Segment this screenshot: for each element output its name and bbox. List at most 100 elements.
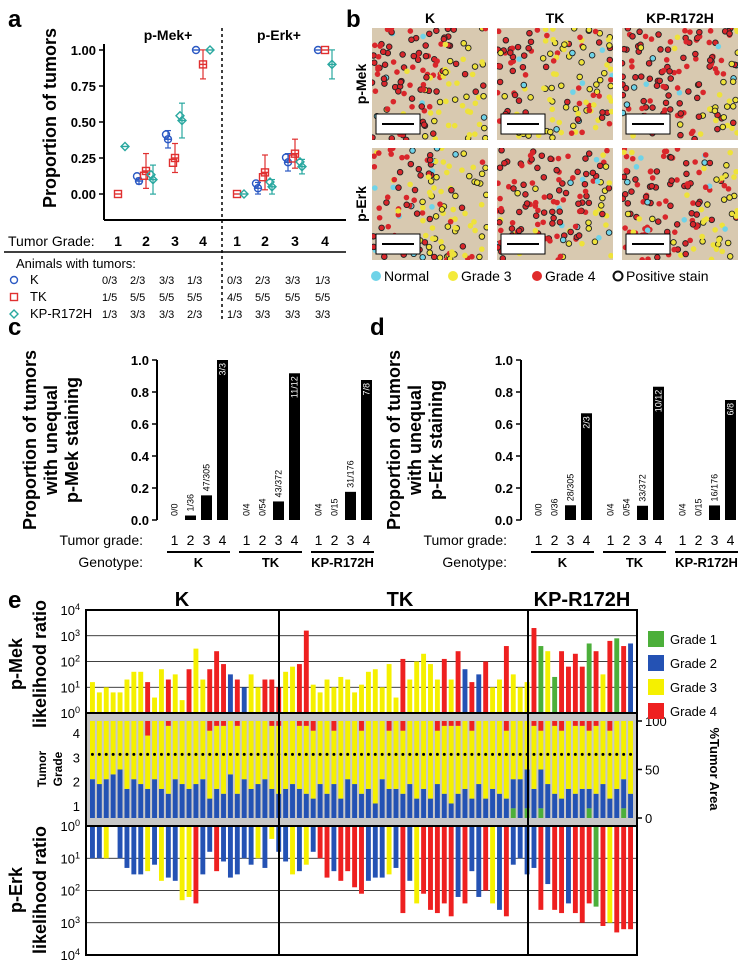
e-erk-bar: [317, 826, 323, 859]
e-mek-bar: [365, 671, 371, 713]
b-cell: [570, 28, 578, 32]
e-grade-dot: [97, 752, 101, 756]
b-cell: [438, 188, 444, 195]
e-mek-bar: [124, 679, 130, 713]
e-mek-bar: [586, 643, 592, 713]
e-erk-bar: [296, 826, 302, 872]
e-grade-stack: [290, 721, 295, 785]
b-cell: [434, 58, 440, 64]
b-cell: [407, 160, 415, 168]
a-count: 1/5: [102, 292, 117, 304]
e-erk-bar: [193, 826, 199, 904]
e-grade-dot: [284, 752, 288, 756]
e-grade-stack: [117, 721, 123, 770]
b-cell: [480, 114, 488, 121]
e-grade-stack: [586, 730, 592, 789]
e-grade-stack: [193, 784, 199, 818]
b-cell: [683, 63, 690, 70]
b-cell: [577, 34, 583, 41]
e-grade-stack: [359, 721, 364, 731]
b-cell: [695, 113, 703, 120]
e-grade-dot: [504, 752, 508, 756]
b-cell: [596, 234, 602, 241]
e-erk-bar: [221, 826, 226, 862]
d-grade-tick: 1: [607, 532, 615, 548]
b-cell: [379, 48, 387, 56]
e-grade-stack: [559, 730, 565, 799]
e-grade-stack: [234, 721, 240, 726]
e-erk-bar: [414, 826, 420, 904]
e-grade-stack: [503, 798, 509, 818]
e-legend-Grade 4: Grade 4: [670, 704, 717, 719]
e-grade-stack: [545, 721, 551, 785]
b-cell: [595, 39, 603, 46]
b-cell: [472, 100, 479, 107]
b-cell: [442, 41, 449, 48]
b-cell: [372, 52, 377, 59]
a-point-K: [134, 176, 144, 186]
b-cell: [673, 221, 681, 228]
e-grade-stack: [572, 725, 578, 794]
a-tumor-grade-label: Tumor Grade:: [8, 233, 95, 249]
e-grade-dot: [242, 752, 246, 756]
e-grade-stack: [545, 784, 551, 818]
e-erk-bar: [476, 826, 482, 897]
a-ytick-label: 0.00: [71, 187, 96, 202]
e-grade-stack: [138, 784, 144, 818]
e-erk-bar: [621, 826, 627, 930]
c-grade-tick: 1: [171, 532, 179, 548]
b-cell: [443, 169, 450, 176]
b-cell: [682, 28, 688, 34]
b-cell: [606, 180, 613, 186]
b-cell: [480, 82, 487, 89]
b-cell: [695, 81, 703, 88]
b-cell: [578, 208, 584, 214]
b-cell: [660, 153, 667, 160]
b-cell: [482, 28, 488, 32]
e-grade-dot: [201, 752, 205, 756]
b-cell: [649, 215, 656, 223]
panel-label-e: e: [8, 587, 21, 614]
e-erk-bar: [379, 826, 385, 878]
b-cell: [667, 154, 675, 161]
e-grade-stack: [386, 788, 392, 818]
e-grade-dot: [139, 752, 143, 756]
b-cell: [461, 70, 469, 78]
e-mek-bar: [290, 666, 295, 713]
b-cell: [700, 89, 706, 96]
b-cell: [497, 164, 504, 171]
b-cell: [624, 200, 632, 207]
c-bar: [185, 515, 196, 520]
b-cell: [542, 63, 550, 71]
e-mek-bar: [193, 648, 199, 713]
b-cell: [729, 78, 737, 86]
b-cell: [404, 154, 410, 160]
b-micrograph-1-0: [497, 28, 613, 140]
b-cell: [696, 28, 703, 36]
b-cell: [498, 148, 505, 154]
e-legend-swatch: [648, 655, 664, 671]
e-grade-stack: [531, 788, 537, 818]
e-grade-stack: [503, 730, 509, 799]
e-top-tick: 101: [60, 679, 80, 695]
e-mek-bar: [393, 697, 399, 713]
b-cell: [680, 54, 687, 62]
b-cell: [583, 192, 590, 200]
b-cell: [690, 200, 696, 206]
e-bot-ylabel: p-Erk: [6, 866, 26, 913]
e-mek-bar: [207, 669, 213, 713]
d-bar-label: 33/372: [638, 474, 648, 502]
b-cell: [374, 71, 381, 77]
e-erk-bar: [586, 826, 592, 904]
b-cell: [476, 253, 483, 260]
b-cell: [701, 159, 708, 166]
b-cell: [422, 42, 429, 49]
e-mek-bar: [579, 666, 585, 713]
b-cell: [722, 226, 728, 232]
b-cell: [575, 232, 583, 239]
a-count: 2/3: [130, 275, 145, 287]
c-bar-label: 3/3: [218, 363, 228, 376]
a-point-KP-R172H: [265, 177, 275, 187]
e-grade-dot: [318, 752, 322, 756]
e-grade-stack: [559, 721, 565, 731]
